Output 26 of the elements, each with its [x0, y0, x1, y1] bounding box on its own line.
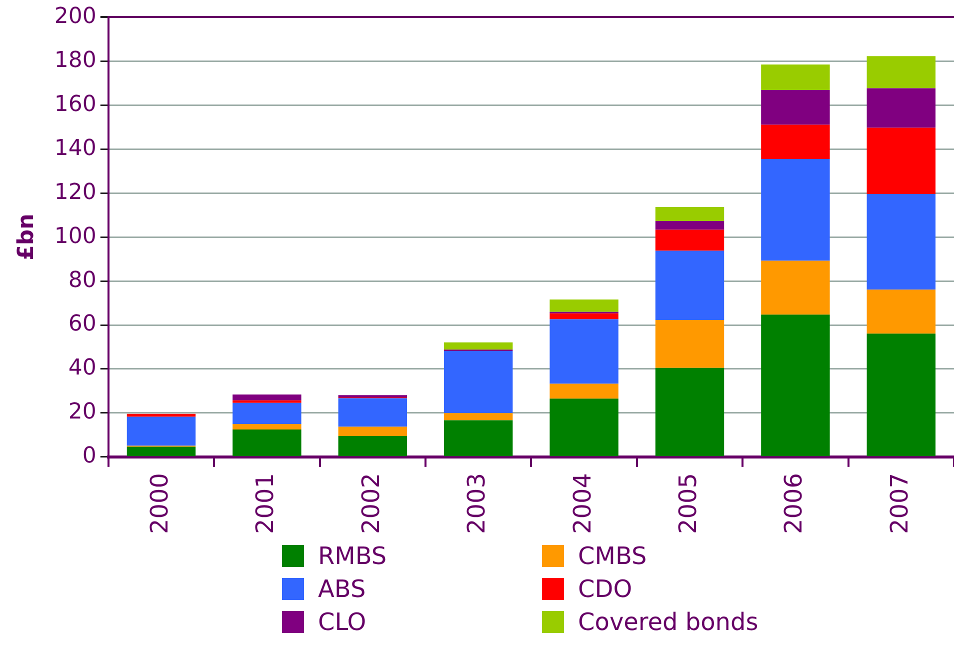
y-tick-label: 120	[54, 180, 96, 205]
legend-label: CMBS	[578, 542, 647, 570]
y-tick-label: 20	[68, 400, 96, 425]
x-tick-label: 2002	[356, 472, 385, 534]
legend-label: Covered bonds	[578, 608, 758, 636]
y-tick-label: 140	[54, 136, 96, 161]
y-tick-label: 60	[68, 312, 96, 337]
x-tick-label: 2004	[568, 472, 596, 534]
x-tick-label: 2003	[462, 472, 491, 534]
legend-label: RMBS	[318, 542, 387, 570]
y-tick-label: 80	[68, 268, 96, 293]
y-tick-label: 40	[68, 356, 96, 381]
x-tick-label: 2001	[251, 472, 280, 534]
y-tick-label: 200	[54, 4, 96, 29]
y-tick-label: 160	[54, 92, 96, 117]
x-tick-label: 2000	[145, 472, 174, 534]
y-tick-label: 100	[54, 224, 96, 249]
legend-label: CLO	[318, 608, 366, 636]
x-tick-label: 2005	[674, 472, 702, 534]
legend-label: CDO	[578, 574, 632, 602]
y-tick-label: 0	[82, 444, 96, 469]
x-tick-label: 2006	[780, 472, 808, 534]
x-tick-label: 2007	[885, 472, 914, 534]
y-tick-label: 180	[54, 48, 96, 73]
legend-label: ABS	[318, 574, 366, 602]
y-axis-title: £bn	[14, 214, 39, 260]
